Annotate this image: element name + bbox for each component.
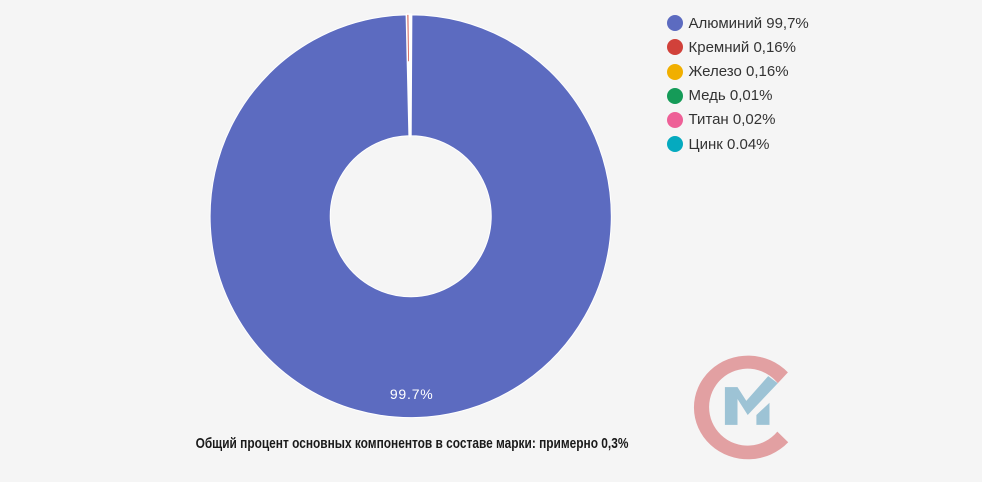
- svg-text:99.7%: 99.7%: [390, 386, 434, 402]
